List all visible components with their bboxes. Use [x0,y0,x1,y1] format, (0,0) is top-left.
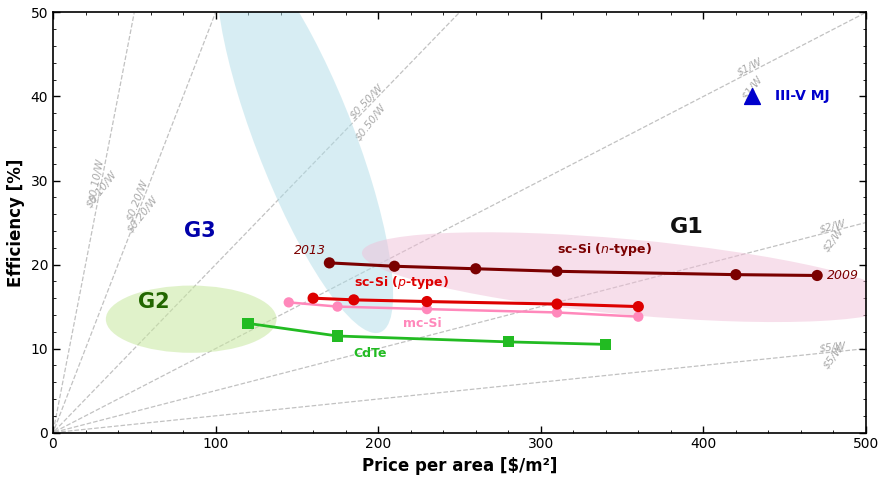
Text: III-V MJ: III-V MJ [775,90,829,104]
Point [550,300,564,308]
Point [306,295,320,302]
Text: sc-Si ($\it{n}$-type): sc-Si ($\it{n}$-type) [557,241,652,258]
Point [501,338,516,346]
Text: mc-Si: mc-Si [402,317,441,330]
Point [282,298,296,306]
Point [599,341,613,348]
Text: CdTe: CdTe [354,347,387,360]
Text: $0.10/W: $0.10/W [88,157,106,202]
Point [420,305,434,313]
Point [420,298,434,306]
Text: $2/W: $2/W [818,218,846,234]
Text: $0.10/W: $0.10/W [84,169,119,209]
Point [387,262,401,270]
Text: $5/W: $5/W [821,343,845,371]
Text: $0.50/W: $0.50/W [347,82,385,120]
Text: G2: G2 [138,293,169,312]
Text: 2009: 2009 [827,269,859,282]
Text: $0.50/W: $0.50/W [353,102,387,142]
X-axis label: Price per area [$/m²]: Price per area [$/m²] [361,457,557,475]
Text: 2013: 2013 [294,244,326,257]
Text: $0.20/W: $0.20/W [125,178,151,222]
Point [323,259,337,267]
Text: $5/W: $5/W [819,341,847,353]
Text: $0.20/W: $0.20/W [125,194,159,234]
Point [469,265,483,273]
Point [346,296,361,304]
Ellipse shape [105,285,276,353]
Point [631,313,645,321]
Point [729,271,743,279]
Point [745,93,759,100]
Y-axis label: Efficiency [%]: Efficiency [%] [7,159,25,287]
Ellipse shape [362,232,886,322]
Point [810,272,824,280]
Text: sc-Si ($\it{p}$-type): sc-Si ($\it{p}$-type) [354,274,448,292]
Text: $1/W: $1/W [735,56,764,78]
Text: $2/W: $2/W [821,226,845,253]
Point [330,332,345,340]
Point [550,268,564,275]
Point [631,303,645,310]
Text: G1: G1 [670,217,704,237]
Text: $1/W: $1/W [740,74,765,102]
Point [241,320,255,327]
Point [330,303,345,310]
Text: G3: G3 [183,221,215,241]
Point [550,308,564,316]
Ellipse shape [217,0,393,333]
